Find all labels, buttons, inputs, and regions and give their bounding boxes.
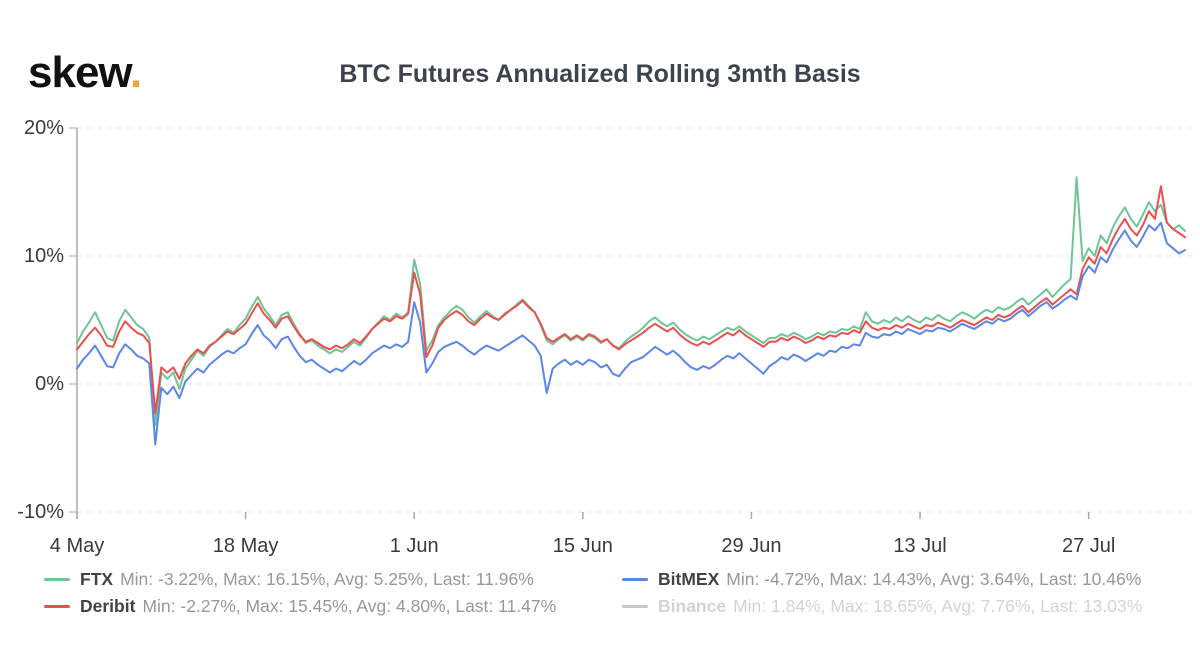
legend-swatch-binance bbox=[622, 605, 648, 608]
x-tick-label: 13 Jul bbox=[893, 535, 947, 557]
legend-series-stats: Min: 1.84%, Max: 18.65%, Avg: 7.76%, Las… bbox=[733, 596, 1143, 616]
legend-item-binance[interactable]: Binance Min: 1.84%, Max: 18.65%, Avg: 7.… bbox=[622, 593, 1142, 620]
legend-series-name: BitMEX bbox=[658, 569, 720, 589]
legend-series-name: Deribit bbox=[80, 596, 136, 616]
legend-series-stats: Min: -4.72%, Max: 14.43%, Avg: 3.64%, La… bbox=[726, 569, 1142, 589]
x-tick-label: 15 Jun bbox=[552, 535, 613, 557]
y-tick-label: 0% bbox=[35, 373, 64, 395]
series-line-deribit bbox=[76, 185, 1186, 415]
skew-logo: skew. bbox=[28, 48, 142, 98]
legend-column-right: BitMEX Min: -4.72%, Max: 14.43%, Avg: 3.… bbox=[622, 566, 1142, 620]
series-line-bitmex bbox=[76, 221, 1186, 446]
legend-swatch-ftx bbox=[44, 578, 70, 581]
legend-column-left: FTX Min: -3.22%, Max: 16.15%, Avg: 5.25%… bbox=[44, 566, 556, 620]
x-tick-label: 1 Jun bbox=[389, 535, 439, 557]
legend-item-bitmex[interactable]: BitMEX Min: -4.72%, Max: 14.43%, Avg: 3.… bbox=[622, 566, 1142, 593]
x-tick-label: 4 May bbox=[49, 535, 105, 557]
x-tick-label: 27 Jul bbox=[1061, 535, 1116, 557]
legend-series-stats: Min: -3.22%, Max: 16.15%, Avg: 5.25%, La… bbox=[120, 569, 534, 589]
x-tick-label: 29 Jun bbox=[721, 535, 782, 557]
legend-swatch-bitmex bbox=[622, 578, 648, 581]
skew-logo-text: skew bbox=[28, 48, 131, 97]
y-tick-label: 20% bbox=[23, 117, 64, 139]
y-tick-label: -10% bbox=[17, 501, 64, 523]
x-tick-label: 18 May bbox=[212, 535, 279, 557]
legend-series-stats: Min: -2.27%, Max: 15.45%, Avg: 4.80%, La… bbox=[142, 596, 557, 616]
skew-logo-dot: . bbox=[130, 48, 142, 97]
series-line-ftx bbox=[76, 176, 1186, 427]
legend-item-deribit[interactable]: Deribit Min: -2.27%, Max: 15.45%, Avg: 4… bbox=[44, 593, 556, 620]
legend-item-ftx[interactable]: FTX Min: -3.22%, Max: 16.15%, Avg: 5.25%… bbox=[44, 566, 556, 593]
chart-title: BTC Futures Annualized Rolling 3mth Basi… bbox=[339, 60, 861, 88]
legend-series-name: Binance bbox=[658, 596, 727, 616]
legend-series-name: FTX bbox=[80, 569, 114, 589]
legend-swatch-deribit bbox=[44, 605, 70, 608]
y-tick-label: 10% bbox=[23, 245, 64, 267]
